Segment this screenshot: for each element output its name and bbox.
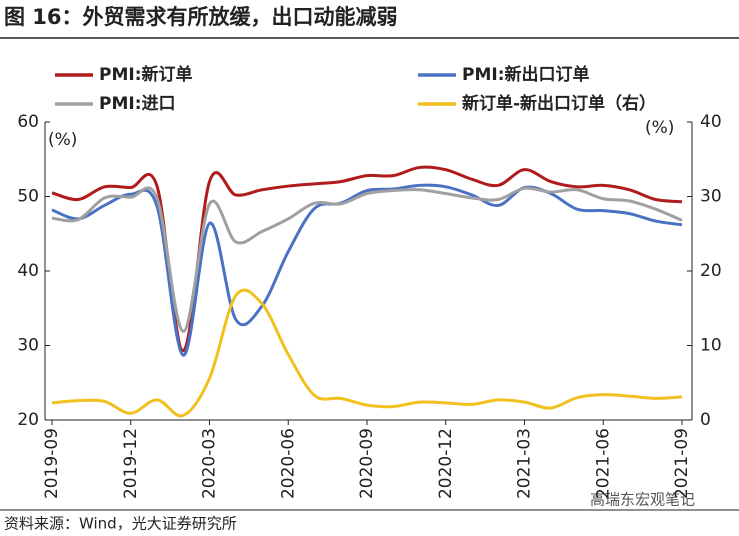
y-tick-label: 30 (17, 336, 39, 356)
legend-label: 新订单-新出口订单（右） (462, 93, 656, 114)
y-tick-label: 40 (17, 261, 39, 281)
y2-tick-label: 40 (700, 112, 722, 132)
line (51, 165, 683, 353)
line (51, 183, 683, 357)
x-tick-label: 2020-09 (357, 428, 377, 499)
x-tick-label: 2020-06 (278, 428, 298, 499)
y2-tick-label: 20 (700, 261, 722, 281)
source: 资料来源：Wind，光大证券研究所 (4, 515, 237, 533)
y2-tick-label: 10 (700, 336, 722, 356)
y-unit: (%) (48, 130, 77, 150)
y2-tick-label: 30 (700, 187, 722, 207)
line (51, 288, 683, 418)
x-tick-label: 2020-12 (436, 428, 456, 499)
legend-label: PMI:新订单 (99, 64, 193, 85)
x-tick-label: 2021-06 (593, 428, 613, 499)
x-tick-label: 2020-03 (200, 428, 220, 499)
x-tick-label: 2021-03 (515, 428, 535, 499)
x-tick-label: 2019-09 (42, 428, 62, 499)
legend-label: PMI:进口 (99, 94, 176, 114)
y-tick-label: 50 (17, 187, 39, 207)
chart-title: 图 16：外贸需求有所放缓，出口动能减弱 (4, 5, 398, 29)
y2-tick-label: 0 (700, 410, 711, 430)
watermark: 高瑞东宏观笔记 (590, 491, 695, 509)
line (51, 186, 683, 333)
legend-label: PMI:新出口订单 (462, 64, 590, 85)
y-tick-label: 60 (17, 112, 39, 132)
x-tick-label: 2019-12 (121, 428, 141, 499)
y-tick-label: 20 (17, 410, 39, 430)
y2-unit: (%) (645, 118, 674, 138)
x-tick-label: 2021-09 (672, 428, 692, 499)
